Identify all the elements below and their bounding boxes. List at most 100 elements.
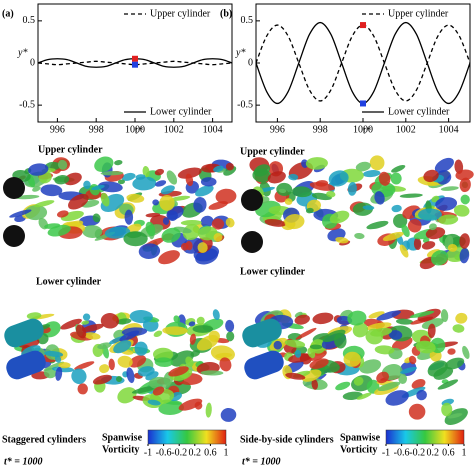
vortex-blob	[195, 185, 214, 197]
colorbar-tick-label: -0.6	[394, 447, 410, 458]
vortex-blob	[354, 232, 365, 240]
lower-label: Lower cylinder	[240, 266, 306, 277]
vortex-blob	[362, 170, 381, 178]
vortex-blob	[359, 359, 382, 374]
vortex-blob	[132, 176, 157, 191]
vortex-blob	[460, 194, 470, 205]
vortex-blob	[295, 327, 317, 340]
colorbar-tick-label: -0.6	[156, 447, 172, 458]
vortex-blob	[437, 379, 459, 390]
cylinder	[3, 177, 25, 199]
vortex-blob	[416, 389, 427, 401]
vortex-blob	[24, 205, 48, 221]
vortex-blob	[40, 184, 63, 197]
vortex-blob	[352, 322, 369, 338]
vortex-blob	[284, 214, 305, 230]
vortex-blob	[100, 171, 124, 176]
legend-label: Lower cylinder	[388, 106, 450, 117]
vortex-blob	[285, 372, 306, 380]
vortex-blob	[197, 242, 208, 253]
vortex-blob	[440, 309, 449, 323]
vortex-blob	[409, 310, 435, 318]
marker	[132, 55, 138, 62]
vortex-blob	[28, 163, 49, 176]
vortex-blob	[117, 387, 137, 404]
series-line	[37, 60, 233, 66]
vortex-blob	[180, 219, 202, 226]
vortex-blob	[26, 312, 42, 320]
vortex-blob	[434, 157, 454, 173]
vortex-blob	[267, 171, 286, 184]
colorbar-tick-label: 0.2	[189, 447, 202, 458]
caption: Side-by-side cylinders	[240, 434, 334, 445]
colorbar-tick-label: 0.2	[427, 447, 440, 458]
vortex-blob	[356, 392, 372, 400]
vortex-blob	[160, 185, 175, 195]
vortex-blob	[225, 319, 235, 333]
vortex-blob	[459, 177, 471, 193]
vortex-blob	[284, 198, 293, 205]
vortex-blob	[208, 330, 220, 343]
vortex-blob	[134, 341, 148, 356]
vortex-blob	[82, 313, 91, 321]
vortex-blob	[459, 247, 470, 264]
y-tick-label: -0.5	[19, 99, 35, 110]
panel-label: (b)	[220, 8, 232, 19]
y-tick-label: 0	[30, 57, 35, 68]
vortex-blob	[60, 318, 82, 330]
vortex-blob	[427, 323, 436, 339]
vortex-blob	[58, 362, 71, 369]
vortex-blob	[124, 209, 134, 225]
vortex-blob	[137, 366, 155, 377]
vortex-blob	[220, 407, 237, 422]
time-label: t* = 1000	[242, 456, 280, 467]
vortex-blob	[168, 366, 189, 377]
vortex-blob	[177, 167, 202, 179]
vortex-blob	[355, 161, 371, 172]
vortex-blob	[385, 390, 409, 406]
vortex-blob	[329, 210, 350, 224]
vortex-blob	[362, 205, 375, 210]
x-tick-label: 1000	[125, 124, 145, 135]
legend-label: Upper cylinder	[150, 8, 211, 19]
series-line	[255, 21, 471, 105]
vortex-blob	[138, 243, 161, 259]
vortex-blob	[185, 240, 193, 251]
vortex-blob	[441, 402, 453, 417]
vortex-blob	[189, 333, 196, 345]
x-tick-label: 998	[89, 124, 104, 135]
colorbar-tick-label: 1	[224, 447, 229, 458]
cylinder	[241, 231, 263, 253]
vortex-blob	[376, 310, 401, 321]
vortex-blob	[423, 169, 439, 183]
vortex-blob	[311, 379, 318, 390]
y-tick-label: 0	[248, 57, 253, 68]
vortex-blob	[47, 224, 71, 237]
vortex-blob	[391, 165, 406, 173]
vortex-blob	[225, 217, 235, 228]
vortex-blob	[328, 170, 349, 187]
vortex-blob	[399, 193, 423, 198]
vortex-blob	[305, 207, 314, 214]
cylinder	[6, 350, 46, 380]
vortex-blob	[83, 180, 91, 190]
vortex-blob	[447, 348, 456, 355]
vortex-blob	[97, 342, 112, 350]
vortex-blob	[145, 212, 161, 218]
vortex-blob	[312, 312, 334, 325]
vortex-blob	[152, 199, 159, 206]
vortex-blob	[74, 361, 95, 370]
vortex-blob	[455, 312, 468, 324]
vortex-blob	[347, 310, 367, 326]
vortex-blob	[115, 318, 132, 325]
vortex-blob	[161, 227, 181, 243]
vortex-blob	[64, 172, 82, 186]
vortex-blob	[309, 344, 323, 350]
colorbar-title: Spanwise	[340, 432, 381, 443]
vortex-blob	[226, 331, 235, 342]
vortex-blob	[43, 367, 57, 379]
cylinder	[242, 318, 282, 348]
vortex-blob	[334, 332, 347, 349]
vortex-blob	[121, 172, 136, 181]
